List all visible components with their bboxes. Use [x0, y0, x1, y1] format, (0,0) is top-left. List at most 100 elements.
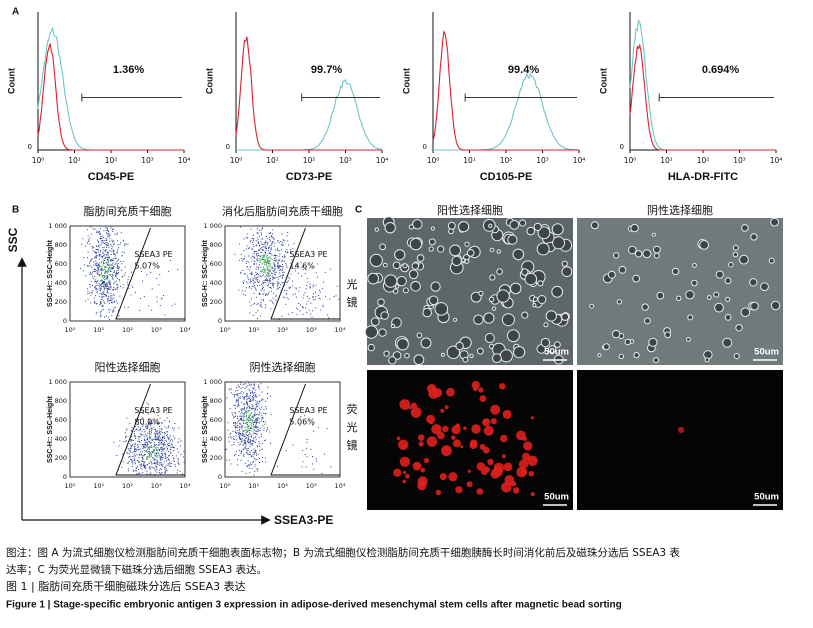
event-dot	[163, 295, 165, 296]
event-dot	[239, 418, 241, 420]
event-dot	[100, 255, 102, 257]
event-dot	[239, 449, 241, 451]
y-tick-label: 400	[210, 435, 222, 443]
event-dot	[104, 263, 106, 264]
event-dot	[268, 291, 270, 293]
plot-title: 阴性选择细胞	[250, 360, 316, 374]
event-dot	[153, 449, 154, 451]
event-dot	[128, 456, 130, 458]
event-dot	[313, 299, 315, 301]
event-dot	[105, 315, 107, 317]
event-dot	[271, 236, 273, 238]
event-dot	[93, 297, 95, 299]
event-dot	[178, 438, 180, 440]
cell	[409, 237, 423, 251]
event-dot	[178, 427, 180, 429]
event-dot	[264, 439, 266, 441]
event-dot	[262, 398, 264, 400]
gate	[115, 227, 185, 320]
event-dot	[292, 280, 294, 282]
cell	[390, 323, 396, 329]
event-dot	[264, 253, 266, 255]
event-dot	[236, 464, 238, 466]
event-dot	[250, 440, 252, 442]
event-dot	[131, 452, 133, 454]
event-dot	[105, 262, 107, 263]
event-dot	[269, 269, 271, 271]
event-dot	[256, 404, 258, 406]
event-dot	[230, 392, 232, 394]
event-dot	[256, 426, 258, 428]
event-dot	[113, 267, 114, 269]
event-dot	[136, 460, 138, 461]
event-dot	[239, 428, 240, 430]
event-dot	[159, 305, 161, 306]
cell	[496, 249, 501, 254]
event-dot	[183, 450, 185, 452]
event-dot	[315, 458, 317, 460]
event-dot	[273, 238, 275, 240]
event-dot	[233, 436, 235, 438]
event-dot	[272, 272, 274, 274]
event-dot	[247, 441, 249, 443]
event-dot	[99, 286, 101, 288]
event-dot	[245, 442, 247, 444]
event-dot	[266, 397, 268, 399]
cell	[488, 223, 493, 229]
event-dot	[281, 315, 283, 317]
event-dot	[251, 273, 253, 275]
event-dot	[253, 474, 255, 476]
event-dot	[236, 432, 238, 434]
event-dot	[134, 449, 136, 451]
event-dot	[106, 259, 108, 260]
cell	[462, 356, 469, 363]
event-dot	[108, 281, 110, 283]
fluorescent-cell	[528, 471, 534, 477]
event-dot	[106, 282, 108, 284]
y-tick-label: 0	[63, 317, 67, 325]
event-dot	[158, 441, 160, 443]
event-dot	[89, 284, 91, 285]
event-dot	[131, 427, 133, 429]
event-dot	[285, 303, 287, 305]
event-dot	[159, 274, 161, 276]
event-dot	[282, 269, 283, 271]
event-dot	[258, 414, 260, 416]
event-dot	[137, 436, 139, 438]
event-dot	[254, 396, 256, 398]
event-dot	[254, 251, 256, 253]
event-dot	[246, 451, 248, 453]
event-dot	[312, 463, 313, 465]
event-dot	[96, 246, 98, 247]
event-dot	[126, 435, 128, 437]
x-tick-label: 10⁴	[573, 156, 586, 165]
event-dot	[255, 468, 257, 470]
event-dot	[289, 278, 291, 280]
event-dot	[252, 234, 254, 236]
event-dot	[249, 472, 251, 474]
event-dot	[271, 235, 273, 237]
event-dot	[112, 262, 114, 264]
event-dot	[248, 287, 250, 289]
event-dot	[254, 458, 255, 459]
event-dot	[150, 424, 151, 426]
event-dot	[150, 442, 152, 444]
event-dot	[164, 454, 166, 456]
event-dot	[252, 395, 253, 397]
event-dot	[122, 260, 124, 262]
event-dot	[248, 450, 250, 452]
event-dot	[229, 407, 231, 409]
event-dot	[93, 264, 95, 266]
event-dot	[252, 280, 254, 281]
event-dot	[315, 307, 317, 309]
event-dot	[256, 317, 258, 319]
event-dot	[101, 242, 103, 244]
event-dot	[317, 263, 319, 265]
event-dot	[273, 286, 274, 288]
event-dot	[238, 432, 240, 434]
event-dot	[157, 422, 159, 424]
event-dot	[102, 249, 104, 251]
cell	[428, 246, 434, 252]
event-dot	[86, 229, 88, 231]
event-dot	[158, 469, 160, 471]
